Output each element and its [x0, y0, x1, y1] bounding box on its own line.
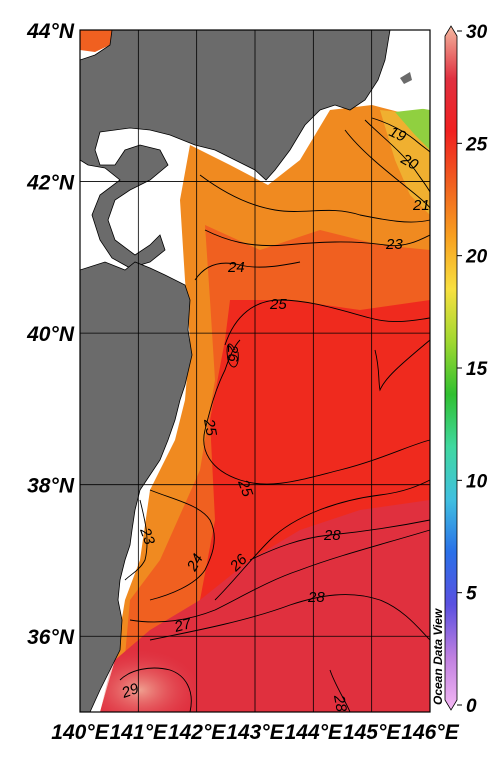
- colorbar: 0 5 10 15 20 25 30: [444, 22, 488, 717]
- contour-24: [194, 261, 301, 281]
- latitude-tick-label: 36°N: [27, 626, 75, 649]
- longitude-tick-label: 140°E: [51, 721, 109, 744]
- colorbar-tick-label: 15: [466, 359, 488, 380]
- longitude-tick-label: 144°E: [285, 721, 343, 744]
- contour-label: 25: [234, 477, 256, 500]
- contour-26-loop: [226, 343, 239, 368]
- plot-frame: [79, 29, 431, 713]
- contour-29: [119, 667, 192, 713]
- land-east-islands: [400, 72, 412, 84]
- longitude-tick-label: 141°E: [110, 721, 168, 744]
- contour-label-layer: 19 20 21 23 24 25 26 25 25 23 24 26 28 2…: [119, 123, 430, 714]
- contour-24-south: [149, 489, 215, 601]
- sst-field-crimson: [100, 500, 430, 712]
- contour-label: 21: [412, 197, 430, 214]
- sst-field-top-left: [80, 30, 112, 52]
- contour-label: 20: [397, 150, 421, 174]
- contour-20: [364, 119, 431, 193]
- longitude-tick-label: 146°E: [401, 721, 459, 744]
- contour-28-south: [149, 594, 431, 641]
- contour-label: 19: [386, 123, 409, 146]
- contour-label: 23: [385, 236, 403, 253]
- contour-label: 28: [323, 527, 341, 544]
- contour-23: [204, 229, 431, 247]
- contour-label: 28: [330, 693, 350, 714]
- contour-28-north: [249, 519, 431, 561]
- contour-label: 25: [269, 296, 287, 313]
- contour-25-blob: [374, 339, 431, 392]
- land-hokkaido: [80, 30, 391, 269]
- contour-label: 27: [172, 615, 194, 636]
- longitude-tick-label: 145°E: [343, 721, 401, 744]
- contour-label: 26: [224, 344, 241, 362]
- sst-field-green: [395, 108, 430, 150]
- latitude-labels: 44°N 42°N 40°N 38°N 36°N: [26, 20, 75, 649]
- contour-27: [129, 529, 431, 623]
- colorbar-tick-label: 20: [465, 247, 488, 268]
- contour-label: 24: [183, 551, 207, 575]
- odv-watermark: Ocean Data View: [431, 608, 445, 705]
- colorbar-tick-label: 25: [465, 134, 488, 155]
- longitude-tick-label: 143°E: [226, 721, 284, 744]
- contour-21: [344, 129, 431, 209]
- latitude-tick-label: 40°N: [26, 323, 75, 346]
- colorbar-body: [444, 25, 458, 711]
- colorbar-tick-label: 10: [466, 471, 488, 492]
- contour-23-south: [124, 499, 148, 581]
- contour-label: 24: [227, 259, 245, 276]
- contour-label: 29: [119, 680, 142, 702]
- longitude-tick-label: 142°E: [168, 721, 226, 744]
- colorbar-tick-label: 5: [466, 584, 477, 605]
- contour-19: [371, 117, 431, 153]
- contour-25-mid: [204, 339, 241, 431]
- contour-26-south: [214, 479, 431, 601]
- contour-label: 25: [200, 417, 220, 438]
- contour-25-north: [224, 299, 431, 346]
- contour-28-east: [329, 669, 351, 713]
- contour-label: 23: [136, 525, 158, 548]
- colorbar-tick-label: 30: [466, 22, 488, 43]
- contour-label: 28: [307, 589, 325, 606]
- land-honshu: [80, 261, 193, 712]
- latitude-tick-label: 42°N: [26, 172, 75, 195]
- nodata-north: [80, 30, 430, 712]
- colorbar-tick-label: 0: [466, 696, 477, 717]
- colorbar-ticks: 0 5 10 15 20 25 30: [457, 22, 488, 717]
- latitude-tick-label: 38°N: [27, 475, 75, 498]
- contour-lines: [119, 117, 431, 713]
- longitude-labels: 140°E 141°E 142°E 143°E 144°E 145°E 146°E: [51, 721, 459, 744]
- latitude-tick-label: 44°N: [26, 20, 75, 43]
- contour-25-south: [203, 429, 431, 485]
